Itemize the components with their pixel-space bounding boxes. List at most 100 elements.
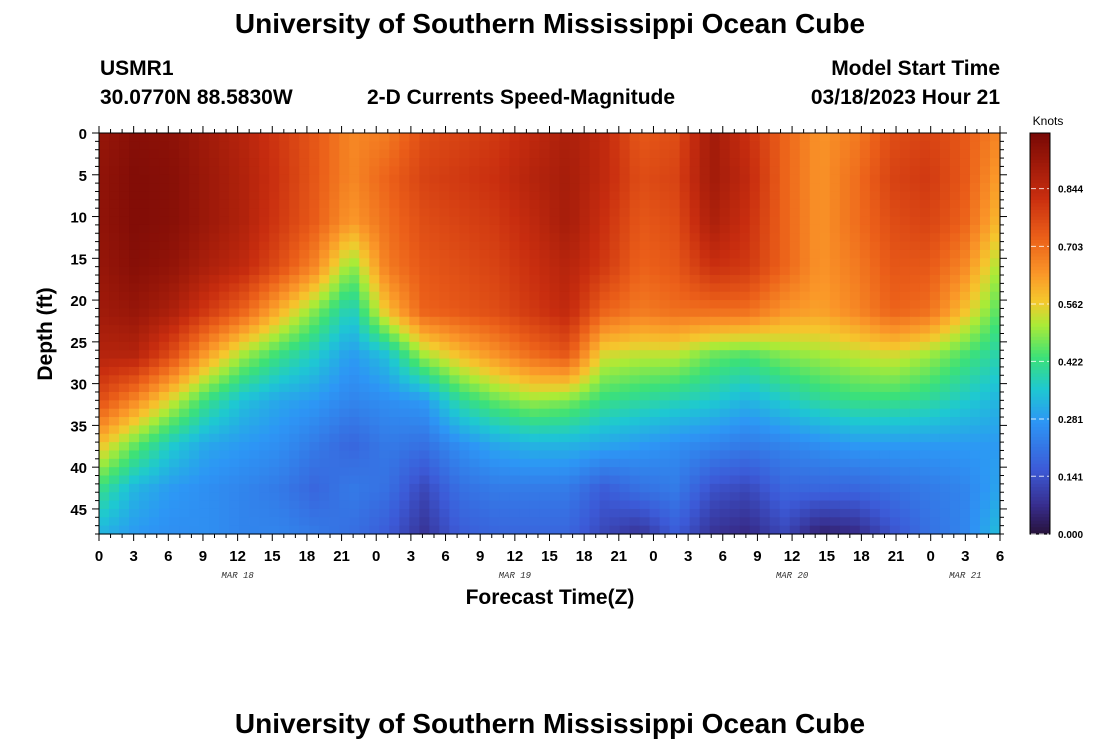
heatmap-cell xyxy=(139,383,150,393)
heatmap-cell xyxy=(159,425,170,435)
heatmap-cell xyxy=(629,266,641,276)
heatmap-cell xyxy=(979,442,991,452)
heatmap-cell xyxy=(909,366,921,376)
heatmap-cell xyxy=(179,241,190,251)
heatmap-cell xyxy=(449,308,460,318)
heatmap-cell xyxy=(629,467,641,477)
heatmap-cell xyxy=(759,500,771,510)
heatmap-cell xyxy=(599,283,611,293)
heatmap-cell xyxy=(819,249,831,259)
heatmap-cell xyxy=(849,350,861,360)
heatmap-cell xyxy=(369,224,380,234)
heatmap-cell xyxy=(579,158,591,168)
heatmap-cell xyxy=(359,400,370,410)
heatmap-cell xyxy=(559,500,571,510)
heatmap-cell xyxy=(499,475,511,485)
heatmap-cell xyxy=(679,233,691,243)
heatmap-cell xyxy=(889,517,901,527)
heatmap-cell xyxy=(319,500,330,510)
heatmap-cell xyxy=(769,375,781,385)
heatmap-cell xyxy=(529,408,541,418)
heatmap-cell xyxy=(959,525,971,535)
heatmap-cell xyxy=(559,166,571,176)
heatmap-cell xyxy=(429,275,440,284)
heatmap-cell xyxy=(599,383,611,393)
heatmap-cell xyxy=(729,241,741,251)
heatmap-cell xyxy=(519,467,531,477)
heatmap-cell xyxy=(909,216,921,226)
heatmap-cell xyxy=(489,383,501,393)
heatmap-cell xyxy=(99,525,110,535)
heatmap-cell xyxy=(989,458,1001,468)
heatmap-cell xyxy=(829,358,841,368)
heatmap-cell xyxy=(359,249,370,259)
heatmap-cell xyxy=(259,475,270,485)
heatmap-cell xyxy=(169,483,180,493)
heatmap-cell xyxy=(309,275,320,284)
heatmap-cell xyxy=(639,258,651,268)
heatmap-cell xyxy=(569,249,581,259)
heatmap-cell xyxy=(439,291,450,301)
heatmap-cell xyxy=(579,500,591,510)
heatmap-cell xyxy=(269,149,280,159)
heatmap-cell xyxy=(809,492,821,502)
heatmap-cell xyxy=(949,417,961,426)
heatmap-cell xyxy=(199,483,210,493)
heatmap-cell xyxy=(669,433,681,443)
colorbar-segment xyxy=(1030,259,1050,264)
heatmap-cell xyxy=(259,358,270,368)
heatmap-cell xyxy=(199,341,210,351)
heatmap-cell xyxy=(719,300,731,310)
heatmap-cell xyxy=(179,383,190,393)
heatmap-cell xyxy=(239,425,250,435)
heatmap-cell xyxy=(979,475,991,485)
heatmap-cell xyxy=(119,191,130,201)
heatmap-cell xyxy=(569,467,581,477)
heatmap-cell xyxy=(649,266,661,276)
heatmap-cell xyxy=(189,517,200,527)
heatmap-cell xyxy=(949,266,961,276)
heatmap-cell xyxy=(969,216,981,226)
heatmap-cell xyxy=(509,249,521,259)
heatmap-cell xyxy=(989,208,1001,218)
heatmap-cell xyxy=(729,500,741,510)
heatmap-cell xyxy=(899,500,911,510)
heatmap-cell xyxy=(709,283,721,293)
heatmap-cell xyxy=(569,183,581,193)
heatmap-cell xyxy=(259,141,270,151)
heatmap-cell xyxy=(289,450,300,460)
heatmap-cell xyxy=(299,341,310,351)
heatmap-cell xyxy=(659,266,671,276)
heatmap-cell xyxy=(779,133,791,142)
heatmap-cell xyxy=(259,308,270,318)
heatmap-cell xyxy=(809,341,821,351)
heatmap-cell xyxy=(169,183,180,193)
heatmap-cell xyxy=(229,199,240,209)
heatmap-cell xyxy=(919,433,931,443)
heatmap-cell xyxy=(819,375,831,385)
heatmap-cell xyxy=(359,425,370,435)
heatmap-cell xyxy=(859,350,871,360)
heatmap-cell xyxy=(899,199,911,209)
heatmap-cell xyxy=(109,417,120,426)
heatmap-cell xyxy=(789,391,801,401)
heatmap-cell xyxy=(129,275,140,284)
heatmap-cell xyxy=(939,275,951,284)
heatmap-cell xyxy=(289,141,300,151)
heatmap-cell xyxy=(99,208,110,218)
heatmap-cell xyxy=(899,183,911,193)
heatmap-cell xyxy=(859,241,871,251)
heatmap-cell xyxy=(369,442,380,452)
heatmap-cell xyxy=(229,425,240,435)
heatmap-cell xyxy=(319,183,330,193)
heatmap-cell xyxy=(359,141,370,151)
heatmap-cell xyxy=(579,199,591,209)
heatmap-cell xyxy=(669,391,681,401)
heatmap-cell xyxy=(859,158,871,168)
heatmap-cell xyxy=(669,325,681,335)
heatmap-cell xyxy=(319,133,330,142)
heatmap-cell xyxy=(469,224,481,234)
heatmap-cell xyxy=(389,492,400,502)
heatmap-cell xyxy=(709,266,721,276)
colorbar-segment xyxy=(1030,503,1050,508)
